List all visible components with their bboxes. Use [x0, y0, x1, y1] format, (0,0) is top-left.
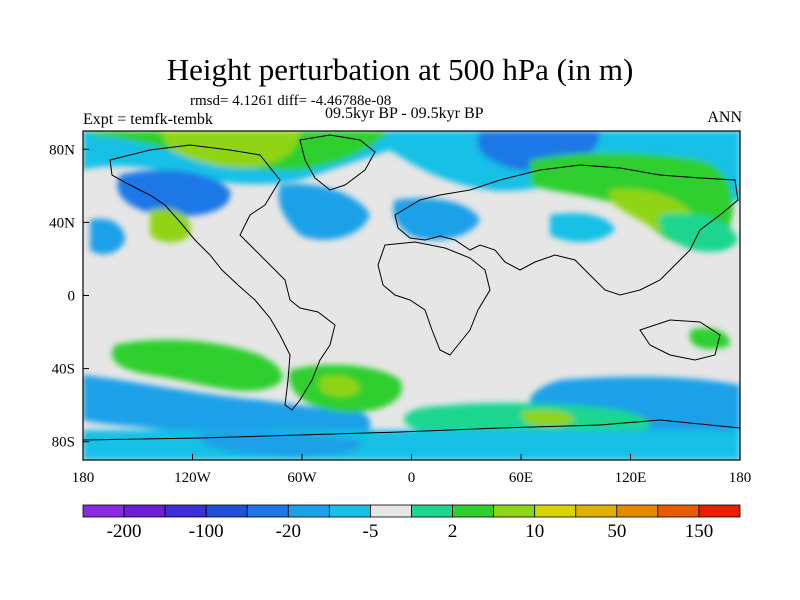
colorbar-swatch [616, 504, 659, 518]
colorbar-label: 2 [448, 521, 458, 542]
colorbar-swatch [287, 504, 330, 518]
colorbar-label: 50 [607, 521, 626, 542]
colorbar-label: -5 [363, 521, 379, 542]
height-perturbation-field [83, 131, 740, 460]
colorbar-swatch [123, 504, 166, 518]
colorbar-swatch [493, 504, 536, 518]
colorbar-swatch [370, 504, 412, 518]
lon-tick-label: 180 [72, 470, 95, 486]
colorbar-swatch [205, 504, 248, 518]
lon-tick-label: 120W [174, 470, 212, 486]
season-label: ANN [707, 109, 742, 126]
colorbar-swatch [82, 504, 125, 518]
lat-tick-label: 40S [52, 362, 75, 378]
period-label: 09.5kyr BP - 09.5kyr BP [325, 105, 484, 122]
lon-tick-label: 60E [509, 470, 533, 486]
latitude-axis: 80N 40N 0 40S 80S [49, 142, 89, 451]
map-title: Height perturbation at 500 hPa (in m) [166, 52, 634, 87]
colorbar-swatch [411, 504, 453, 518]
longitude-axis: 180 120W 60W 0 60E 120E 180 [72, 454, 752, 486]
lon-tick-label: 180 [729, 470, 752, 486]
colorbar-label: -100 [189, 521, 224, 542]
colorbar-swatch [164, 504, 207, 518]
coastlines [83, 134, 740, 441]
lon-tick-label: 120E [615, 470, 647, 486]
colorbar-swatch [246, 504, 289, 518]
colorbar-swatch [328, 504, 371, 518]
lon-tick-label: 0 [408, 470, 416, 486]
lat-tick-label: 80N [49, 142, 75, 158]
colorbar-label: -20 [276, 521, 301, 542]
colorbar-swatch [452, 504, 495, 518]
lat-tick-label: 0 [68, 289, 76, 305]
colorbar: -200 -100 -20 -5 2 10 50 150 [82, 504, 741, 542]
colorbar-swatch [698, 504, 741, 518]
colorbar-swatch [534, 504, 577, 518]
lon-tick-label: 60W [287, 470, 317, 486]
colorbar-label: -200 [107, 521, 142, 542]
colorbar-swatch [657, 504, 700, 518]
experiment-label: Expt = temfk-tembk [83, 111, 213, 128]
stats-text: rmsd= 4.1261 diff= -4.46788e-08 [190, 93, 392, 109]
lat-tick-label: 40N [49, 215, 75, 231]
colorbar-label: 150 [685, 521, 714, 542]
colorbar-swatch [575, 504, 618, 518]
lat-tick-label: 80S [52, 435, 75, 451]
colorbar-label: 10 [525, 521, 544, 542]
